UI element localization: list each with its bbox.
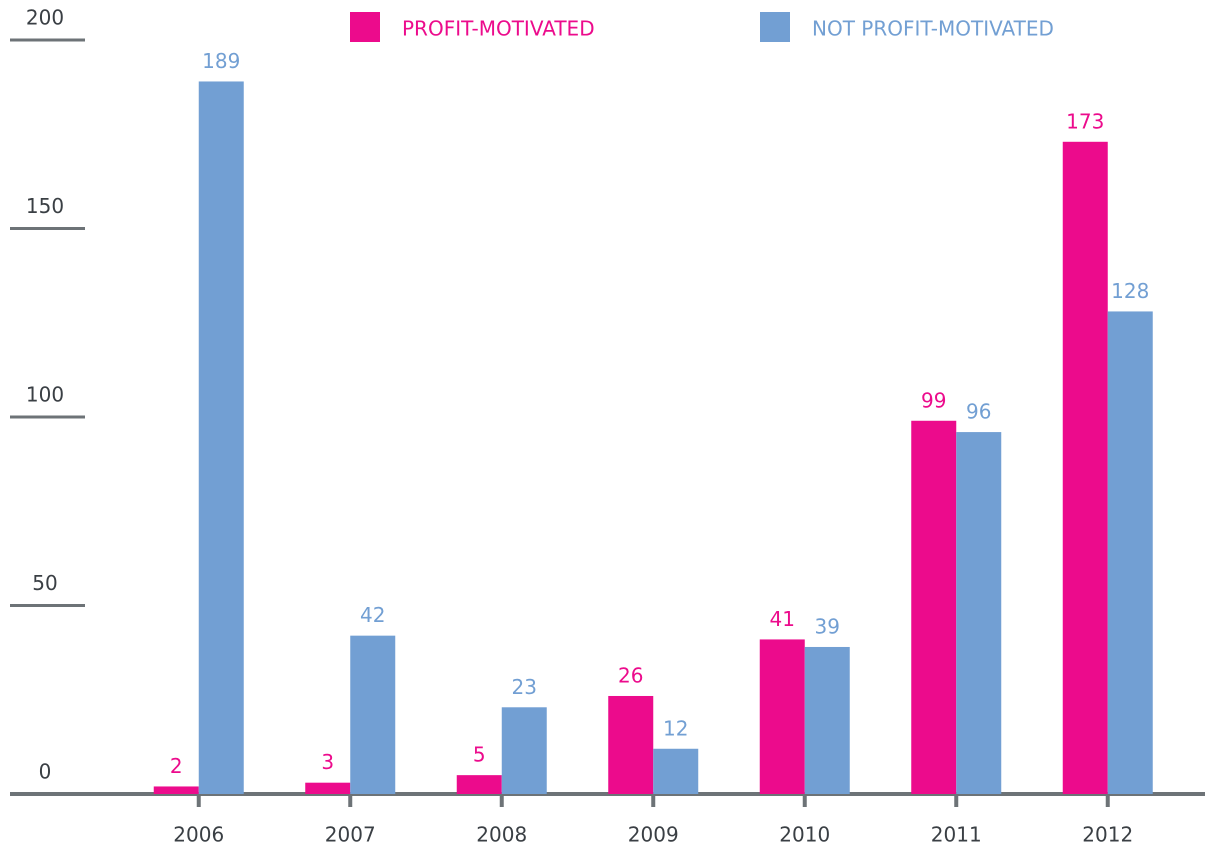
value-label: 23 <box>512 675 537 699</box>
bar <box>759 639 805 794</box>
value-label: 42 <box>360 603 385 627</box>
bar <box>911 420 957 794</box>
bar <box>956 432 1002 794</box>
value-label: 41 <box>770 607 795 631</box>
legend-swatch <box>350 12 380 42</box>
x-tick-label: 2008 <box>476 823 527 847</box>
x-tick-label: 2006 <box>173 823 224 847</box>
bar <box>501 707 547 794</box>
y-tick-label: 150 <box>26 194 64 218</box>
value-label: 96 <box>966 400 991 424</box>
y-tick-label: 0 <box>39 760 52 784</box>
bar <box>456 775 502 794</box>
x-tick-label: 2009 <box>628 823 679 847</box>
value-label: 2 <box>170 754 183 778</box>
value-label: 26 <box>618 663 643 687</box>
bar <box>1062 141 1108 795</box>
bar <box>198 81 244 795</box>
x-tick-label: 2011 <box>931 823 982 847</box>
bar <box>804 646 850 794</box>
y-tick-label: 200 <box>26 6 64 30</box>
x-tick-label: 2010 <box>779 823 830 847</box>
value-label: 3 <box>321 750 334 774</box>
x-tick-label: 2012 <box>1082 823 1133 847</box>
bar <box>1107 311 1153 794</box>
value-label: 128 <box>1111 279 1149 303</box>
bar <box>350 635 396 794</box>
y-tick-label: 100 <box>26 383 64 407</box>
bar <box>653 748 699 794</box>
bar <box>305 782 351 794</box>
value-label: 173 <box>1066 109 1104 133</box>
bar <box>608 695 654 794</box>
value-label: 12 <box>663 716 688 740</box>
value-label: 189 <box>202 49 240 73</box>
value-label: 5 <box>473 743 486 767</box>
bar <box>153 786 199 794</box>
x-tick-label: 2007 <box>325 823 376 847</box>
legend-label: PROFIT-MOTIVATED <box>402 17 595 41</box>
y-tick-label: 50 <box>32 571 57 595</box>
value-label: 39 <box>815 614 840 638</box>
value-label: 99 <box>921 388 946 412</box>
legend-swatch <box>760 12 790 42</box>
legend-label: NOT PROFIT-MOTIVATED <box>812 17 1054 41</box>
